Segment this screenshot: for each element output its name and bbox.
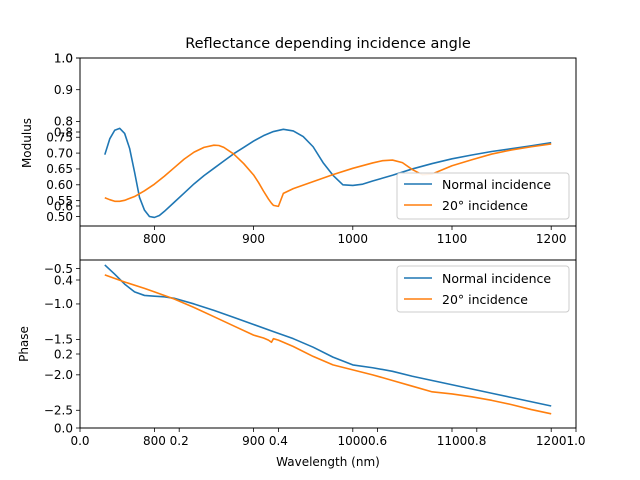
modulus-x-ticks: 800 900 1000 1100 1200 <box>143 226 567 246</box>
phase-subplot: 800 900 1000 1100 1200 −2.5−2.0−1.5−1.0−0.5 … <box>17 259 577 469</box>
modulus-y-tick-label: 0.9 <box>54 83 73 97</box>
modulus-legend: Normal incidence 20° incidence <box>396 172 570 220</box>
modulus-y-tick-label: 1.0 <box>54 51 73 65</box>
phase-series-20deg-incidence-line <box>104 274 552 415</box>
chart-title: Reflectance depending incidence angle <box>185 36 471 52</box>
overlay-x-tick-label: 0.0 <box>70 434 89 448</box>
modulus-legend-box <box>396 172 570 220</box>
phase-series-normal-incidence-line <box>104 264 552 407</box>
modulus-subplot: 800 900 1000 1100 1200 0.500.550.600.650.700… <box>20 36 577 246</box>
modulus-x-tick-label: 900 <box>242 232 265 246</box>
modulus-legend-label-normal: Normal incidence <box>442 177 551 192</box>
modulus-y-tick-label: 0.70 <box>46 146 73 160</box>
modulus-x-tick-label: 1000 <box>338 232 369 246</box>
modulus-y-tick-label: 0.65 <box>46 162 73 176</box>
modulus-legend-label-20deg: 20° incidence <box>442 198 528 213</box>
phase-series-lines <box>104 264 552 415</box>
modulus-y-tick-label: 0.50 <box>46 210 73 224</box>
overlay-x-tick-label: 0.4 <box>269 434 288 448</box>
modulus-x-tick-label: 1100 <box>437 232 468 246</box>
phase-x-ticks: 800 900 1000 1100 1200 <box>143 428 567 448</box>
modulus-y-tick-label: 0.55 <box>46 194 73 208</box>
overlay-y-tick-label: 0.2 <box>54 347 73 361</box>
phase-x-tick-label: 1100 <box>437 434 468 448</box>
phase-y-axis-label: Phase <box>17 326 31 362</box>
phase-legend-label-20deg: 20° incidence <box>442 292 528 307</box>
overlay-y-tick-label: 0.8 <box>54 125 73 139</box>
overlay-x-ticks: 0.0 0.2 0.4 0.6 0.8 1.0 <box>70 428 586 448</box>
phase-y-tick-label: −1.0 <box>44 297 73 311</box>
phase-y-tick-label: −0.5 <box>44 262 73 276</box>
modulus-y-tick-label: 0.60 <box>46 178 73 192</box>
phase-x-tick-label: 1000 <box>338 434 369 448</box>
modulus-y-axis-label: Modulus <box>20 118 34 168</box>
overlay-y-tick-label: 0.6 <box>54 199 73 213</box>
overlay-x-tick-label: 0.2 <box>170 434 189 448</box>
modulus-x-tick-label: 1200 <box>536 232 567 246</box>
overlay-x-tick-label: 0.8 <box>467 434 486 448</box>
overlay-x-tick-label: 1.0 <box>566 434 585 448</box>
modulus-y-ticks: 0.500.550.600.650.700.750.80.91.0 <box>46 51 80 224</box>
phase-legend-label-normal: Normal incidence <box>442 271 551 286</box>
overlay-y-ticks: 0.0 0.2 0.4 0.6 0.8 1.0 <box>54 51 80 435</box>
modulus-y-tick-label: 0.75 <box>46 131 73 145</box>
overlay-x-tick-label: 0.6 <box>368 434 387 448</box>
modulus-y-tick-label: 0.8 <box>54 115 73 129</box>
phase-y-tick-label: −2.0 <box>44 368 73 382</box>
overlay-y-tick-label: 0.0 <box>54 421 73 435</box>
overlay-y-tick-label: 0.4 <box>54 273 73 287</box>
phase-y-ticks: −2.5 −2.0 −1.5 −1.0 −0.5 <box>44 262 80 418</box>
phase-x-tick-label: 900 <box>242 434 265 448</box>
x-axis-label: Wavelength (nm) <box>276 455 380 469</box>
phase-legend-box <box>396 265 570 313</box>
phase-y-tick-label: −2.5 <box>44 404 73 418</box>
phase-y-tick-label: −1.5 <box>44 333 73 347</box>
phase-x-tick-label: 800 <box>143 434 166 448</box>
phase-legend: Normal incidence 20° incidence <box>396 265 570 313</box>
modulus-x-tick-label: 800 <box>143 232 166 246</box>
phase-x-tick-label: 1200 <box>536 434 567 448</box>
overlay-y-tick-label: 1.0 <box>54 51 73 65</box>
